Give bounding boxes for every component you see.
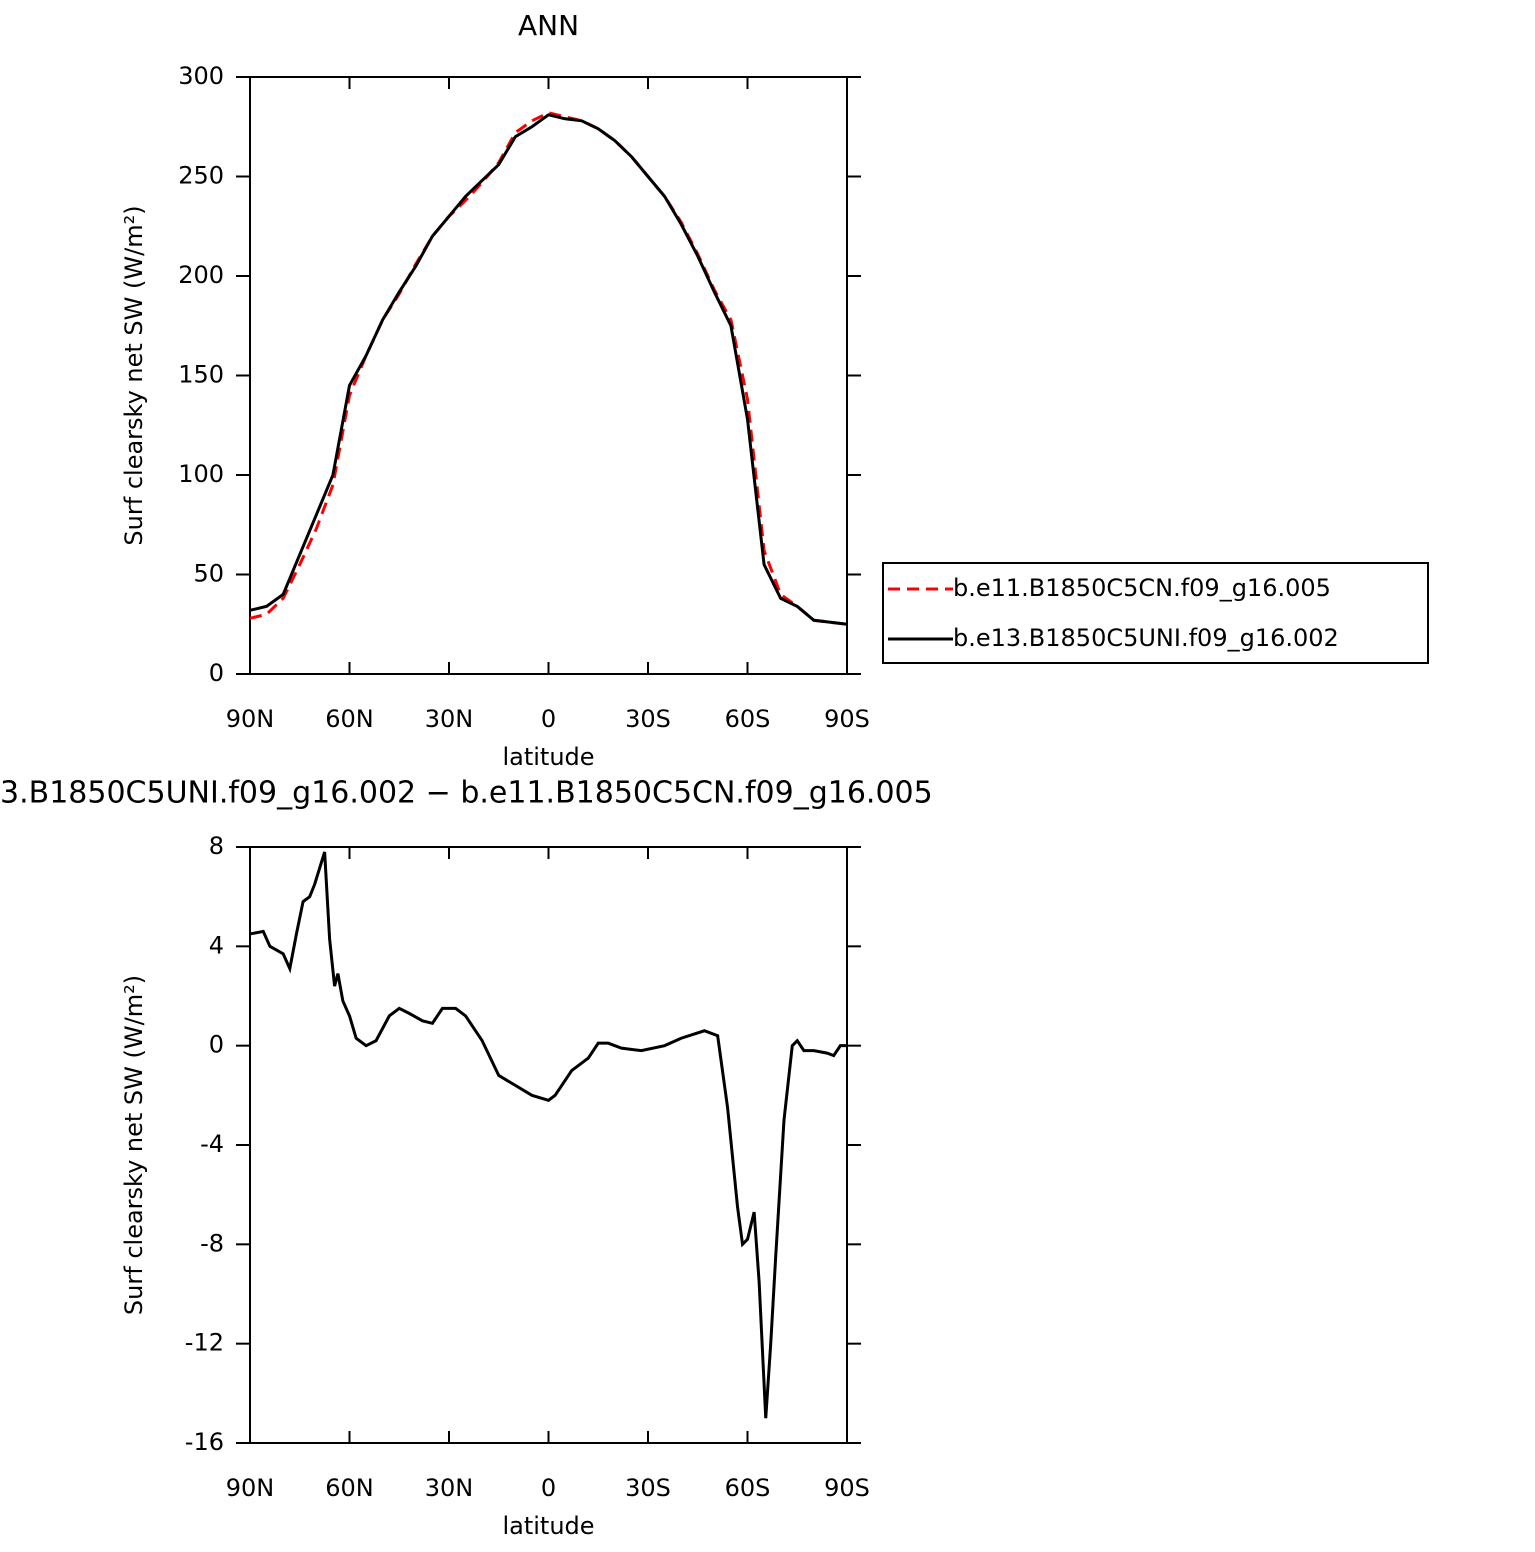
y-tick-label: -4: [200, 1130, 224, 1158]
y-tick-label: 250: [178, 162, 224, 190]
y-tick-label: 100: [178, 460, 224, 488]
x-tick-label: 90S: [824, 705, 870, 733]
data-line: [249, 111, 848, 626]
y-tick-label: 50: [193, 560, 224, 588]
x-tick-label: 0: [541, 705, 556, 733]
x-tick-label: 30N: [425, 1474, 474, 1502]
chart-title: ANN: [518, 9, 579, 42]
x-tick-label: 90N: [226, 705, 275, 733]
x-tick-label: 90N: [226, 1474, 275, 1502]
x-tick-label: 30S: [625, 1474, 671, 1502]
x-tick-label: 90S: [824, 1474, 870, 1502]
plot-frame: [249, 76, 848, 675]
y-tick-label: 0: [209, 659, 224, 687]
x-tick-label: 60S: [725, 1474, 771, 1502]
y-tick-label: -12: [185, 1329, 224, 1357]
data-line: [249, 113, 848, 626]
y-tick-label: 0: [209, 1031, 224, 1059]
x-tick-label: 60N: [325, 705, 374, 733]
x-tick-label: 0: [541, 1474, 556, 1502]
x-tick-label: 30N: [425, 705, 474, 733]
y-axis-label: Surf clearsky net SW (W/m²): [120, 205, 148, 545]
chart-title: 3.B1850C5UNI.f09_g16.002 − b.e11.B1850C5…: [0, 776, 933, 811]
y-axis-label: Surf clearsky net SW (W/m²): [120, 975, 148, 1315]
x-tick-label: 30S: [625, 705, 671, 733]
y-tick-label: -8: [200, 1229, 224, 1257]
x-tick-label: 60N: [325, 1474, 374, 1502]
y-tick-label: 200: [178, 261, 224, 289]
legend-label: b.e13.B1850C5UNI.f09_g16.002: [953, 624, 1339, 652]
x-tick-label: 60S: [725, 705, 771, 733]
data-line: [249, 851, 847, 1419]
legend-label: b.e11.B1850C5CN.f09_g16.005: [953, 574, 1331, 602]
y-tick-label: 8: [209, 832, 224, 860]
x-axis-label: latitude: [502, 743, 594, 771]
plot-frame: [249, 846, 848, 1444]
x-axis-label: latitude: [502, 1512, 594, 1540]
legend-box: [882, 562, 1429, 664]
y-tick-label: 150: [178, 361, 224, 389]
y-tick-label: 4: [209, 931, 224, 959]
y-tick-label: 300: [178, 62, 224, 90]
y-tick-label: -16: [185, 1428, 224, 1456]
